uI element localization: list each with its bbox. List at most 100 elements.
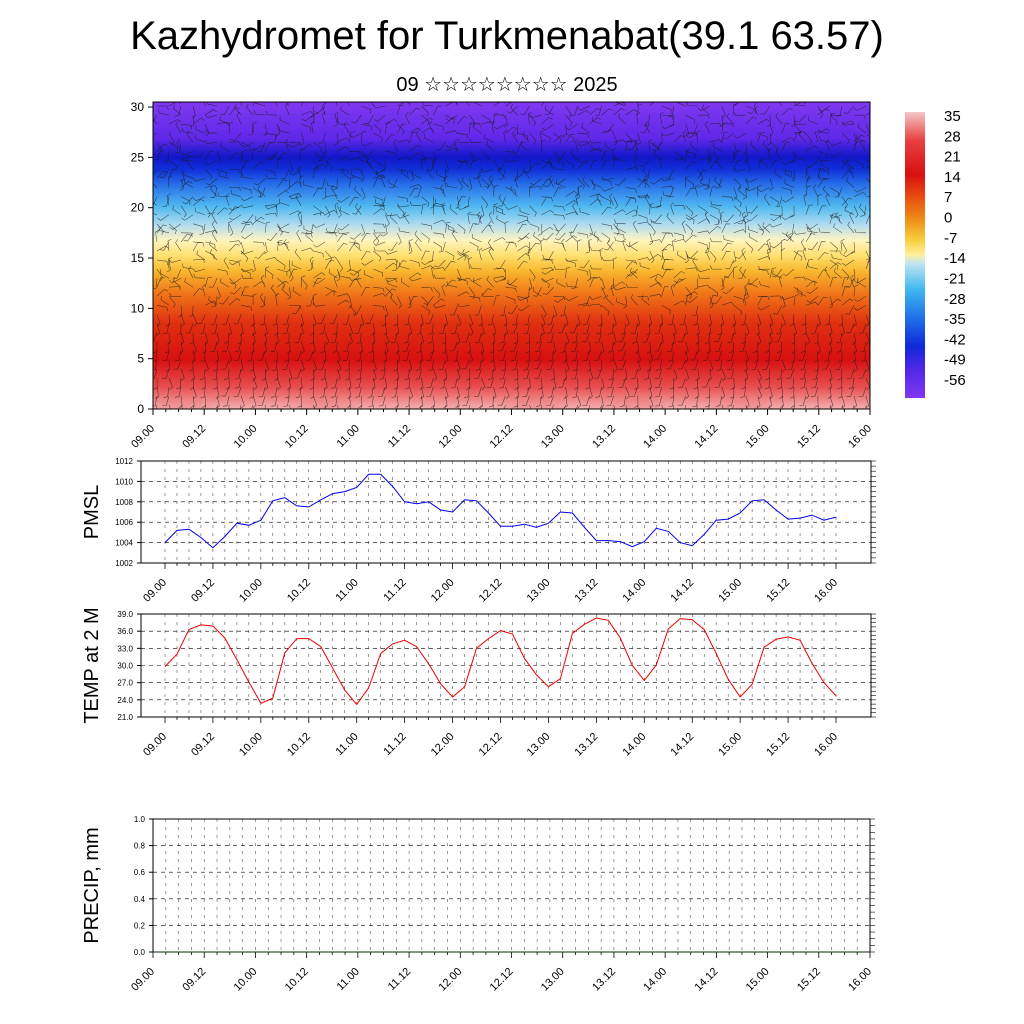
wind-barb bbox=[371, 102, 374, 107]
wind-barb bbox=[228, 278, 237, 290]
wind-barb bbox=[337, 146, 350, 152]
wind-barb bbox=[685, 214, 695, 225]
wind-barb bbox=[493, 295, 501, 306]
wind-barb bbox=[773, 305, 783, 315]
wind-barb bbox=[260, 314, 266, 326]
wind-barb bbox=[619, 395, 626, 407]
wind-barb bbox=[853, 114, 866, 120]
wind-barb bbox=[303, 225, 314, 234]
wind-barb bbox=[311, 341, 316, 354]
wind-barb bbox=[745, 178, 758, 183]
wind-barb bbox=[589, 296, 602, 300]
wind-barb bbox=[763, 193, 771, 206]
wind-barb bbox=[228, 152, 240, 161]
wind-barb bbox=[441, 202, 446, 215]
wind-barb bbox=[556, 151, 566, 161]
wind-barb bbox=[614, 155, 626, 161]
wind-barb bbox=[822, 185, 831, 197]
wind-barb bbox=[835, 212, 843, 224]
wind-barb bbox=[837, 377, 843, 390]
wind-barb bbox=[297, 166, 302, 179]
wind-barb bbox=[317, 314, 326, 324]
wind-barb bbox=[322, 187, 327, 200]
wind-barb bbox=[279, 116, 290, 125]
wind-barb bbox=[400, 277, 410, 288]
wind-barb bbox=[409, 187, 419, 197]
wind-barb bbox=[577, 178, 585, 190]
wind-barb bbox=[548, 175, 554, 188]
wind-barb bbox=[199, 223, 206, 235]
wind-barb bbox=[305, 350, 314, 361]
wind-barb bbox=[503, 314, 508, 327]
wind-barb bbox=[193, 241, 205, 247]
wind-barb bbox=[596, 193, 602, 206]
wind-barb bbox=[228, 220, 233, 233]
wind-barb bbox=[294, 332, 302, 343]
wind-barb bbox=[337, 359, 342, 372]
wind-barb bbox=[714, 350, 723, 361]
wind-barb bbox=[361, 151, 374, 158]
wind-barb bbox=[444, 386, 449, 400]
wind-barb bbox=[825, 139, 831, 152]
wind-barb bbox=[745, 116, 757, 125]
wind-barb bbox=[523, 323, 530, 335]
wind-barb bbox=[469, 223, 478, 233]
wind-barb bbox=[215, 386, 220, 400]
wind-barb bbox=[451, 230, 458, 243]
wind-barb bbox=[430, 196, 435, 209]
precip-panel: 0.00.20.40.60.81.009.00 09.12 10.00 10.12 11… bbox=[81, 815, 875, 994]
wind-barb bbox=[440, 184, 446, 197]
wind-barb bbox=[788, 223, 795, 235]
wind-barb bbox=[634, 139, 639, 152]
wind-barb bbox=[349, 332, 353, 345]
wind-barb bbox=[505, 157, 518, 162]
wind-barb bbox=[740, 332, 747, 344]
wind-barb bbox=[685, 291, 698, 297]
wind-barb bbox=[426, 167, 434, 179]
wind-barb bbox=[642, 332, 650, 343]
wind-barb bbox=[648, 377, 652, 391]
x-tick-label: 10.00 bbox=[232, 966, 260, 994]
wind-barb bbox=[457, 268, 462, 282]
wind-barb bbox=[714, 178, 723, 189]
wind-barb bbox=[685, 294, 692, 306]
wind-barb bbox=[349, 131, 355, 143]
wind-barb bbox=[373, 368, 377, 382]
wind-barb bbox=[745, 241, 754, 253]
y-axis-label: PMSL bbox=[81, 485, 103, 539]
wind-barb bbox=[350, 232, 362, 240]
wind-barb bbox=[409, 127, 422, 134]
wind-barb bbox=[241, 173, 254, 179]
wind-barb bbox=[312, 359, 318, 372]
wind-barb bbox=[593, 231, 602, 243]
wind-barb bbox=[309, 256, 314, 270]
wind-barb bbox=[504, 220, 509, 233]
wind-barb bbox=[636, 112, 641, 125]
wind-barb bbox=[265, 204, 278, 209]
wind-barb bbox=[841, 196, 848, 209]
wind-barb bbox=[202, 341, 207, 354]
wind-barb bbox=[293, 368, 302, 379]
wind-barb bbox=[405, 395, 410, 408]
wind-barb bbox=[289, 305, 301, 310]
wind-barb bbox=[397, 296, 402, 309]
wind-barb bbox=[444, 175, 449, 188]
wind-barb bbox=[817, 167, 825, 179]
wind-barb bbox=[481, 151, 490, 162]
wind-barb bbox=[565, 123, 578, 131]
wind-barb bbox=[167, 175, 172, 188]
wind-barb bbox=[264, 221, 271, 233]
heatmap-x-tick-label: 14.00 bbox=[641, 423, 669, 451]
wind-barb bbox=[197, 314, 206, 324]
wind-barb bbox=[342, 341, 350, 353]
wind-barb bbox=[361, 251, 371, 261]
wind-barb bbox=[841, 197, 853, 206]
wind-barb bbox=[192, 198, 205, 206]
wind-barb bbox=[535, 395, 542, 407]
wind-barb bbox=[517, 141, 526, 152]
wind-barb bbox=[300, 314, 304, 327]
wind-barb bbox=[601, 176, 614, 181]
wind-barb bbox=[229, 277, 242, 285]
wind-barb bbox=[510, 323, 518, 334]
wind-barb bbox=[289, 141, 301, 147]
